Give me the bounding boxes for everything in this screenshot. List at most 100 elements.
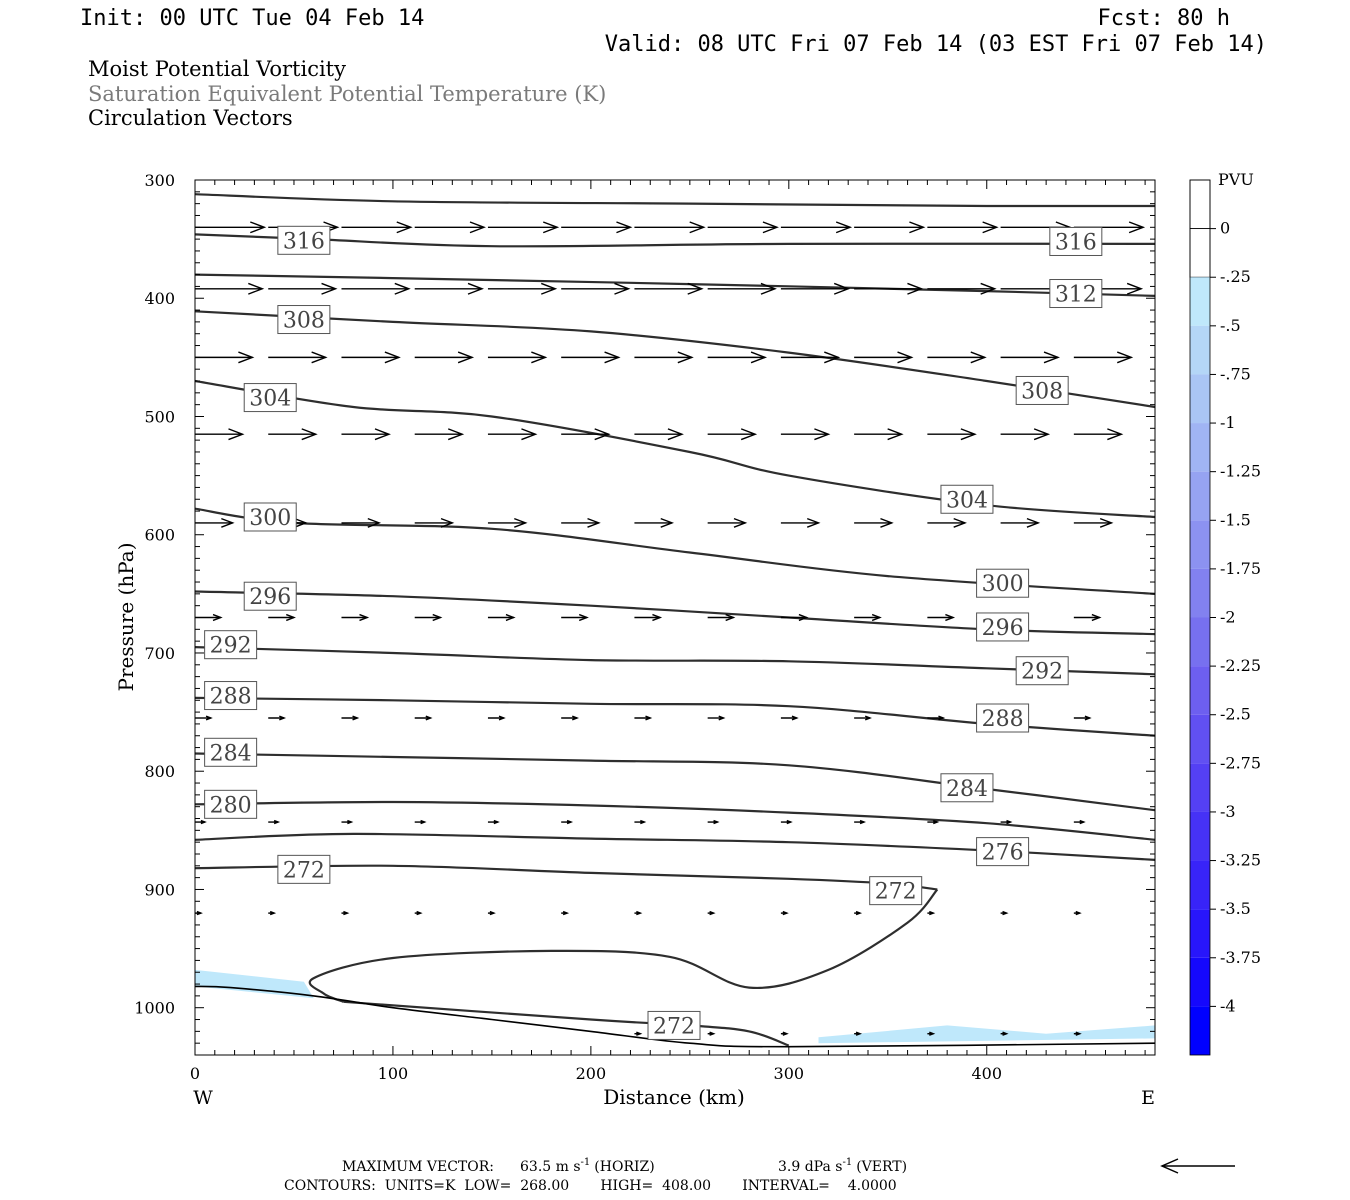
mpv-shade-region — [195, 969, 314, 999]
contour-label: 272 — [277, 854, 331, 884]
circulation-vector — [195, 351, 255, 364]
contour-label-text: 316 — [283, 229, 325, 254]
circulation-vector — [780, 910, 789, 916]
circulation-vector — [414, 613, 443, 622]
circulation-vector — [561, 221, 633, 234]
circulation-vector — [268, 351, 328, 364]
circulation-vector — [854, 282, 924, 295]
footer-horiz-exp: -1 — [581, 1157, 591, 1168]
circulation-vector — [780, 517, 821, 528]
circulation-vector — [487, 613, 516, 622]
circulation-vector — [634, 1031, 643, 1036]
footer-horiz-tag: (HORIZ) — [594, 1159, 654, 1175]
contour-label-text: 300 — [982, 572, 1024, 597]
y-tick-label: 700 — [144, 644, 175, 663]
circulation-vector — [487, 221, 560, 234]
axis-tick-labels: 0 100 200 300 400 300 400 500 600 700 800 900 1000 — [134, 171, 1002, 1083]
circulation-vector — [561, 282, 631, 295]
circulation-vector — [1073, 715, 1092, 721]
circulation-vector — [561, 910, 570, 916]
circulation-vector — [707, 715, 726, 721]
circulation-vector — [1073, 351, 1134, 364]
circulation-vector — [414, 819, 427, 825]
colorbar-label: -2 — [1220, 608, 1236, 627]
circulation-vector — [854, 715, 872, 721]
circulation-vector — [927, 428, 977, 441]
contour-label: 304 — [243, 383, 297, 413]
colorbar-swatch — [1190, 909, 1210, 958]
x-end-label-east: E — [1141, 1087, 1155, 1109]
circulation-vector — [195, 428, 245, 441]
colorbar-label: -1.5 — [1220, 510, 1251, 529]
circulation-vector — [780, 1031, 789, 1036]
circulation-vector — [1073, 613, 1102, 622]
circulation-vector — [780, 221, 853, 234]
contour-label: 292 — [204, 630, 258, 660]
contour-label: 292 — [1015, 656, 1069, 686]
circulation-vector — [634, 221, 706, 234]
mpv-shade-region — [818, 1025, 1155, 1044]
circulation-vector — [487, 517, 528, 528]
colorbar-labels: 0 -.25 -.5 -.75 -1 -1.25 -1.5 -1.75 -2 -2.25 -2.5 -… — [1210, 219, 1261, 1015]
y-tick-label: 800 — [144, 762, 175, 781]
forecast-hour: Fcst: 80 h — [1098, 6, 1230, 31]
mpv-shading — [195, 969, 1155, 1044]
theta-es-contour — [195, 233, 1155, 248]
colorbar-swatch — [1190, 277, 1210, 326]
circulation-vector — [195, 715, 213, 721]
footer-vert-tag: (VERT) — [856, 1159, 907, 1175]
x-tick-label: 400 — [971, 1064, 1002, 1083]
theta-es-contour — [195, 800, 1155, 841]
circulation-vector — [1073, 517, 1114, 528]
circulation-vector — [487, 715, 506, 721]
circulation-vector — [927, 351, 987, 364]
x-tick-label: 300 — [774, 1064, 805, 1083]
init-time: Init: 00 UTC Tue 04 Feb 14 — [80, 6, 424, 31]
contour-label: 296 — [243, 581, 297, 611]
circulation-vector — [854, 428, 904, 441]
circulation-vector — [707, 428, 758, 441]
colorbar-swatch — [1190, 860, 1210, 910]
pvu-colorbar: 0 -.25 -.5 -.75 -1 -1.25 -1.5 -1.75 -2 -2.25 -2.5 -… — [1189, 170, 1261, 1056]
circulation-vector — [487, 351, 548, 364]
circulation-vector — [634, 428, 684, 441]
field-title-mpv: Moist Potential Vorticity — [88, 57, 346, 81]
colorbar-swatch — [1190, 617, 1210, 667]
circulation-vector — [927, 715, 946, 721]
colorbar-label: 0 — [1220, 219, 1230, 238]
colorbar-label: -2.5 — [1220, 705, 1251, 724]
circulation-vector — [780, 715, 799, 721]
circulation-vector — [341, 910, 350, 916]
colorbar-swatch — [1190, 374, 1210, 424]
circulation-vector — [927, 221, 999, 234]
circulation-vector — [707, 282, 777, 295]
x-tick-label: 0 — [190, 1064, 200, 1083]
circulation-vector — [268, 715, 287, 721]
circulation-vector — [268, 819, 281, 825]
colorbar-title: PVU — [1218, 170, 1254, 189]
theta-es-contour — [343, 1000, 790, 1047]
circulation-vector — [780, 428, 831, 441]
footer-max-vector-label: MAXIMUM VECTOR: — [342, 1159, 494, 1175]
circulation-vector — [487, 910, 496, 916]
circulation-vector — [561, 819, 574, 825]
contour-label-text: 296 — [982, 616, 1024, 641]
x-end-label-west: W — [193, 1087, 213, 1109]
contour-label: 300 — [243, 502, 297, 532]
y-tick-label: 400 — [144, 289, 175, 308]
contour-label: 288 — [204, 681, 258, 711]
contour-label-text: 272 — [653, 1014, 695, 1039]
circulation-vector — [854, 1031, 863, 1036]
contour-label-text: 288 — [982, 707, 1024, 732]
circulation-vector — [707, 517, 748, 528]
contour-label-text: 304 — [946, 488, 988, 513]
colorbar-swatch — [1190, 1006, 1210, 1055]
circulation-vector — [414, 282, 484, 295]
circulation-vector — [1000, 428, 1051, 441]
circulation-vector — [1073, 819, 1086, 825]
circulation-vector — [487, 819, 500, 825]
circulation-vector — [927, 819, 940, 825]
y-tick-label: 300 — [144, 171, 175, 190]
footer-vert-exp: -1 — [842, 1157, 852, 1168]
circulation-vector — [854, 819, 867, 825]
